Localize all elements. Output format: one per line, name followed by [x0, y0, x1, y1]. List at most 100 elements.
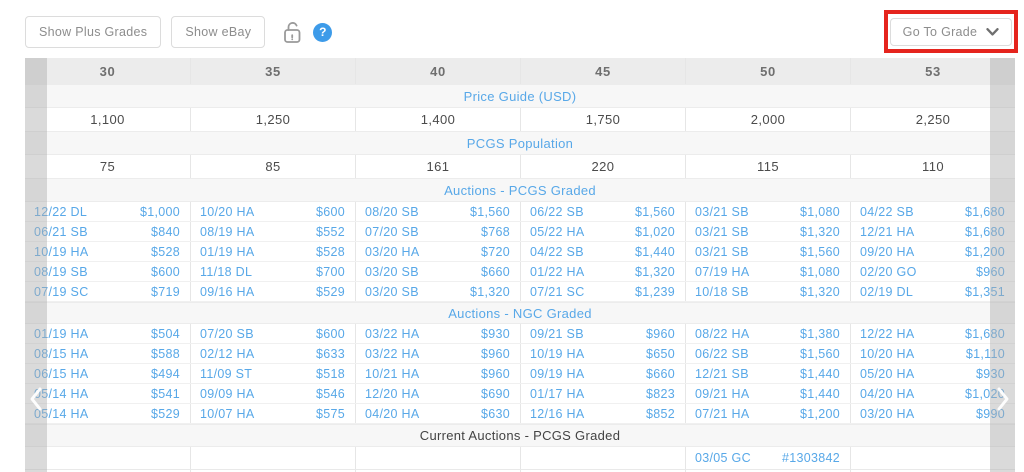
grade-column-header: 50	[685, 58, 850, 84]
auction-price: $1,440	[634, 244, 675, 259]
auction-cell[interactable]: 10/07 HA $575	[190, 404, 355, 423]
auction-cell[interactable]: 08/20 SB $1,560	[355, 202, 520, 221]
show-ebay-button[interactable]: Show eBay	[171, 16, 266, 48]
auction-cell[interactable]: 12/22 HA $1,680	[850, 324, 1015, 343]
auction-cell[interactable]: 09/16 HA $529	[190, 282, 355, 301]
auction-cell[interactable]: 01/17 HA $823	[520, 384, 685, 403]
auction-cell[interactable]: 08/19 SB $600	[25, 262, 190, 281]
auction-date-venue: 07/19 SC	[34, 284, 89, 299]
chevron-left-icon	[30, 387, 42, 411]
auction-row: 01/19 HA $504 07/20 SB $600 03/22 HA $930 09/2…	[25, 324, 1015, 344]
auction-cell[interactable]: 07/19 HA $1,080	[685, 262, 850, 281]
auction-cell[interactable]: 03/21 SB $1,560	[685, 242, 850, 261]
auction-cell[interactable]: 01/19 HA $504	[25, 324, 190, 343]
auction-cell[interactable]: 08/19 HA $552	[190, 222, 355, 241]
auction-cell[interactable]: 09/19 HA $660	[520, 364, 685, 383]
auction-cell[interactable]: 03/20 SB $1,320	[355, 282, 520, 301]
auction-price: $852	[645, 406, 675, 421]
auction-cell[interactable]: 10/18 SB $1,320	[685, 282, 850, 301]
auction-cell[interactable]: 11/18 DL $700	[190, 262, 355, 281]
auction-cell[interactable]: 01/19 HA $528	[190, 242, 355, 261]
help-icon[interactable]: ?	[313, 22, 333, 42]
auction-date-venue: 01/22 HA	[530, 264, 585, 279]
auction-cell[interactable]: 08/15 HA $588	[25, 344, 190, 363]
scroll-left-overlay[interactable]	[25, 58, 47, 472]
auctions-pcgs-rows: 12/22 DL $1,000 10/20 HA $600 08/20 SB $1,560…	[25, 202, 1015, 302]
auction-cell	[520, 447, 685, 469]
auction-cell[interactable]: 06/22 SB $1,560	[685, 344, 850, 363]
auction-cell[interactable]: 03/20 SB $660	[355, 262, 520, 281]
auction-date-venue: 03/20 HA	[860, 406, 915, 421]
auction-cell[interactable]: 07/19 SC $719	[25, 282, 190, 301]
auction-cell[interactable]: 07/20 SB $600	[190, 324, 355, 343]
auction-cell[interactable]: 05/14 HA $529	[25, 404, 190, 423]
auction-cell[interactable]: 08/22 HA $1,380	[685, 324, 850, 343]
auction-cell[interactable]: 02/19 DL $1,351	[850, 282, 1015, 301]
auction-date-venue: 03/22 HA	[365, 346, 420, 361]
auction-cell[interactable]: 07/20 SB $768	[355, 222, 520, 241]
auction-cell[interactable]: 05/14 HA $541	[25, 384, 190, 403]
auction-cell[interactable]: 12/21 SB $1,440	[685, 364, 850, 383]
unlock-icon[interactable]	[281, 20, 303, 44]
auction-cell[interactable]: 10/19 HA $528	[25, 242, 190, 261]
value-cell: 1,100	[90, 112, 125, 127]
auction-cell[interactable]: 06/22 SB $1,560	[520, 202, 685, 221]
auction-cell[interactable]: 10/21 HA $960	[355, 364, 520, 383]
auction-cell[interactable]: 04/22 SB $1,680	[850, 202, 1015, 221]
auction-cell[interactable]: 03/22 HA $930	[355, 324, 520, 343]
auction-price: $1,560	[799, 244, 840, 259]
auction-cell[interactable]: 03/05 GC #1303842	[685, 447, 850, 469]
auction-cell[interactable]: 12/20 HA $690	[355, 384, 520, 403]
auction-cell[interactable]: 03/20 HA $720	[355, 242, 520, 261]
auction-row: 06/15 HA $494 11/09 ST $518 10/21 HA $960 09/1…	[25, 364, 1015, 384]
auction-cell[interactable]: 04/22 SB $1,440	[520, 242, 685, 261]
auction-cell[interactable]: 06/15 HA $494	[25, 364, 190, 383]
auction-date-venue: 09/09 HA	[200, 386, 255, 401]
auction-cell[interactable]: 12/16 HA $852	[520, 404, 685, 423]
auction-cell[interactable]: 09/09 HA $546	[190, 384, 355, 403]
auction-cell[interactable]: 09/21 HA $1,440	[685, 384, 850, 403]
auction-cell[interactable]: 04/20 HA $630	[355, 404, 520, 423]
auction-cell[interactable]: 03/21 SB $1,320	[685, 222, 850, 241]
auction-cell[interactable]: 09/20 HA $1,200	[850, 242, 1015, 261]
auction-price: $600	[315, 204, 345, 219]
auction-cell[interactable]: 06/21 SB $840	[25, 222, 190, 241]
auction-cell[interactable]: 03/21 SB $1,080	[685, 202, 850, 221]
auction-cell[interactable]: 05/22 HA $1,020	[520, 222, 685, 241]
auction-cell[interactable]: 12/22 DL $1,000	[25, 202, 190, 221]
auction-price: $930	[975, 366, 1005, 381]
auction-cell[interactable]: 07/21 HA $1,200	[685, 404, 850, 423]
auction-cell[interactable]: 04/20 HA $1,020	[850, 384, 1015, 403]
auction-cell[interactable]: 09/21 SB $960	[520, 324, 685, 343]
auction-cell[interactable]: 10/20 HA $600	[190, 202, 355, 221]
auction-cell[interactable]: 03/22 HA $960	[355, 344, 520, 363]
auction-cell[interactable]: 02/12 HA $633	[190, 344, 355, 363]
auction-price: #1303842	[781, 451, 840, 465]
auction-price: $1,560	[634, 204, 675, 219]
value-cell: 220	[520, 155, 685, 178]
auction-cell[interactable]: 01/22 HA $1,320	[520, 262, 685, 281]
grade-column-header: 40	[355, 58, 520, 84]
auction-cell[interactable]: 11/09 ST $518	[190, 364, 355, 383]
auction-date-venue: 12/16 HA	[530, 406, 585, 421]
auction-cell[interactable]: 05/20 HA $930	[850, 364, 1015, 383]
auction-cell[interactable]: 10/20 HA $1,110	[850, 344, 1015, 363]
auction-price: $719	[150, 284, 180, 299]
auction-cell[interactable]: 10/19 HA $650	[520, 344, 685, 363]
go-to-grade-button[interactable]: Go To Grade	[889, 17, 1013, 46]
auction-date-venue: 10/20 HA	[200, 204, 255, 219]
population-row: 75 85 161 220 115 110	[25, 155, 1015, 178]
auction-date-venue: 05/20 HA	[860, 366, 915, 381]
auction-cell[interactable]: 02/20 GO $960	[850, 262, 1015, 281]
auction-price: $768	[480, 224, 510, 239]
auction-price: $552	[315, 224, 345, 239]
auction-row: 12/22 DL $1,000 10/20 HA $600 08/20 SB $1,560…	[25, 202, 1015, 222]
auction-price: $1,080	[799, 264, 840, 279]
auction-price: $1,110	[965, 346, 1005, 361]
auction-cell[interactable]: 12/21 HA $1,680	[850, 222, 1015, 241]
auction-price: $840	[150, 224, 180, 239]
auction-price: $1,680	[964, 224, 1005, 239]
auction-cell[interactable]: 07/21 SC $1,239	[520, 282, 685, 301]
scroll-right-overlay[interactable]	[990, 58, 1015, 472]
show-plus-grades-button[interactable]: Show Plus Grades	[25, 16, 162, 48]
